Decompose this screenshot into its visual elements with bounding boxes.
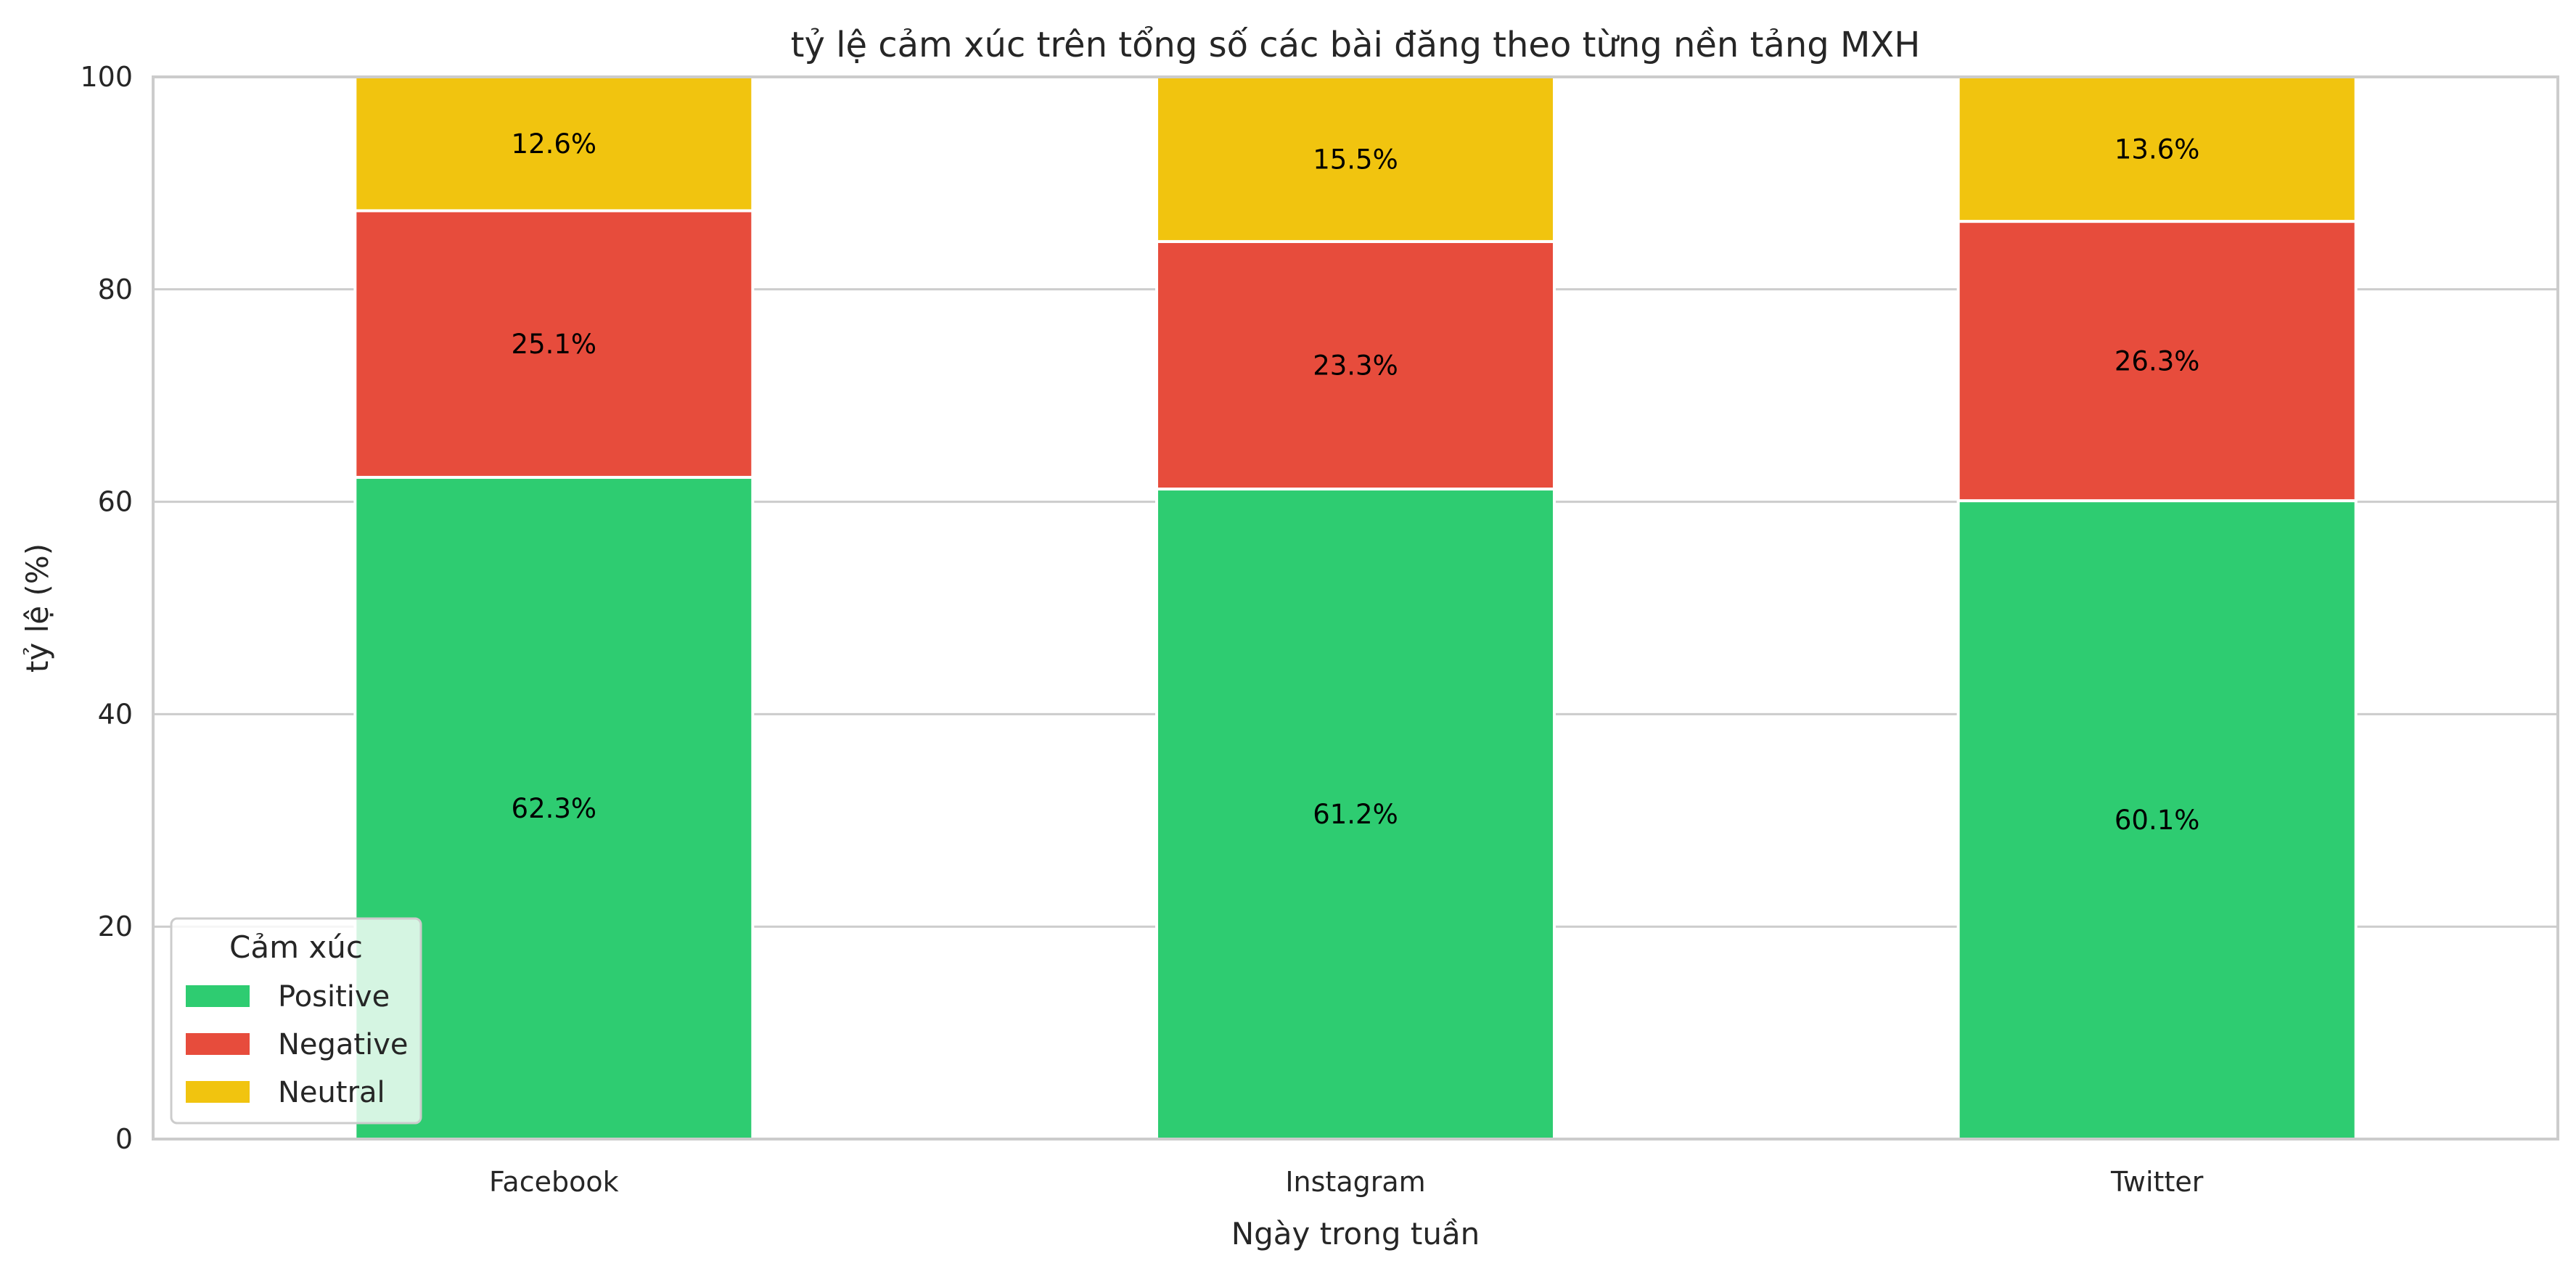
data-label: 61.2% bbox=[1313, 799, 1398, 830]
data-label: 12.6% bbox=[512, 128, 597, 160]
x-tick-label: Facebook bbox=[489, 1166, 619, 1198]
data-label: 15.5% bbox=[1313, 144, 1398, 175]
data-labels: 62.3% 25.1% 12.6% 61.2% 23.3% 15.5% 60.1% 26.3%… bbox=[512, 128, 2200, 836]
legend-swatch-neutral bbox=[186, 1081, 250, 1103]
data-label: 62.3% bbox=[512, 793, 597, 824]
data-label: 13.6% bbox=[2114, 134, 2200, 165]
data-label: 26.3% bbox=[2114, 346, 2200, 377]
bar-segment-neutral bbox=[1956, 75, 2358, 223]
data-label: 23.3% bbox=[1313, 350, 1398, 381]
bar-segment-negative bbox=[1956, 220, 2358, 503]
y-tick-label: 80 bbox=[98, 274, 133, 305]
bar-segment-negative bbox=[1155, 239, 1556, 491]
plot-frame bbox=[152, 75, 2559, 1141]
legend-swatch-negative bbox=[186, 1033, 250, 1055]
y-tick-label: 20 bbox=[98, 911, 133, 942]
bar-segment-neutral bbox=[1155, 75, 1556, 243]
bar-segment-negative bbox=[353, 209, 755, 479]
x-tick-label: Twitter bbox=[2110, 1166, 2204, 1198]
y-tick-label: 60 bbox=[98, 486, 133, 518]
bars bbox=[353, 75, 2358, 1141]
data-label: 60.1% bbox=[2114, 805, 2200, 836]
legend-label-negative: Negative bbox=[278, 1028, 409, 1061]
chart-title: tỷ lệ cảm xúc trên tổng số các bài đăng … bbox=[791, 25, 1921, 65]
x-axis-label: Ngày trong tuần bbox=[1231, 1216, 1480, 1252]
y-tick-labels: 0 20 40 60 80 100 bbox=[80, 61, 133, 1155]
x-tick-label: Instagram bbox=[1285, 1166, 1425, 1198]
legend-label-neutral: Neutral bbox=[278, 1076, 385, 1109]
y-tick-label: 100 bbox=[80, 61, 133, 93]
y-tick-label: 40 bbox=[98, 698, 133, 730]
legend-swatch-positive bbox=[186, 985, 250, 1007]
legend-box bbox=[170, 917, 422, 1125]
legend-label-positive: Positive bbox=[278, 980, 390, 1014]
bar-segment-neutral bbox=[353, 75, 755, 213]
y-tick-label: 0 bbox=[115, 1123, 133, 1155]
data-label: 25.1% bbox=[512, 329, 597, 360]
y-axis-label: tỷ lệ (%) bbox=[20, 543, 55, 673]
legend: Cảm xúc Positive Negative Neutral bbox=[170, 917, 422, 1125]
legend-title: Cảm xúc bbox=[229, 929, 363, 965]
x-tick-labels: Facebook Instagram Twitter bbox=[489, 1166, 2204, 1198]
